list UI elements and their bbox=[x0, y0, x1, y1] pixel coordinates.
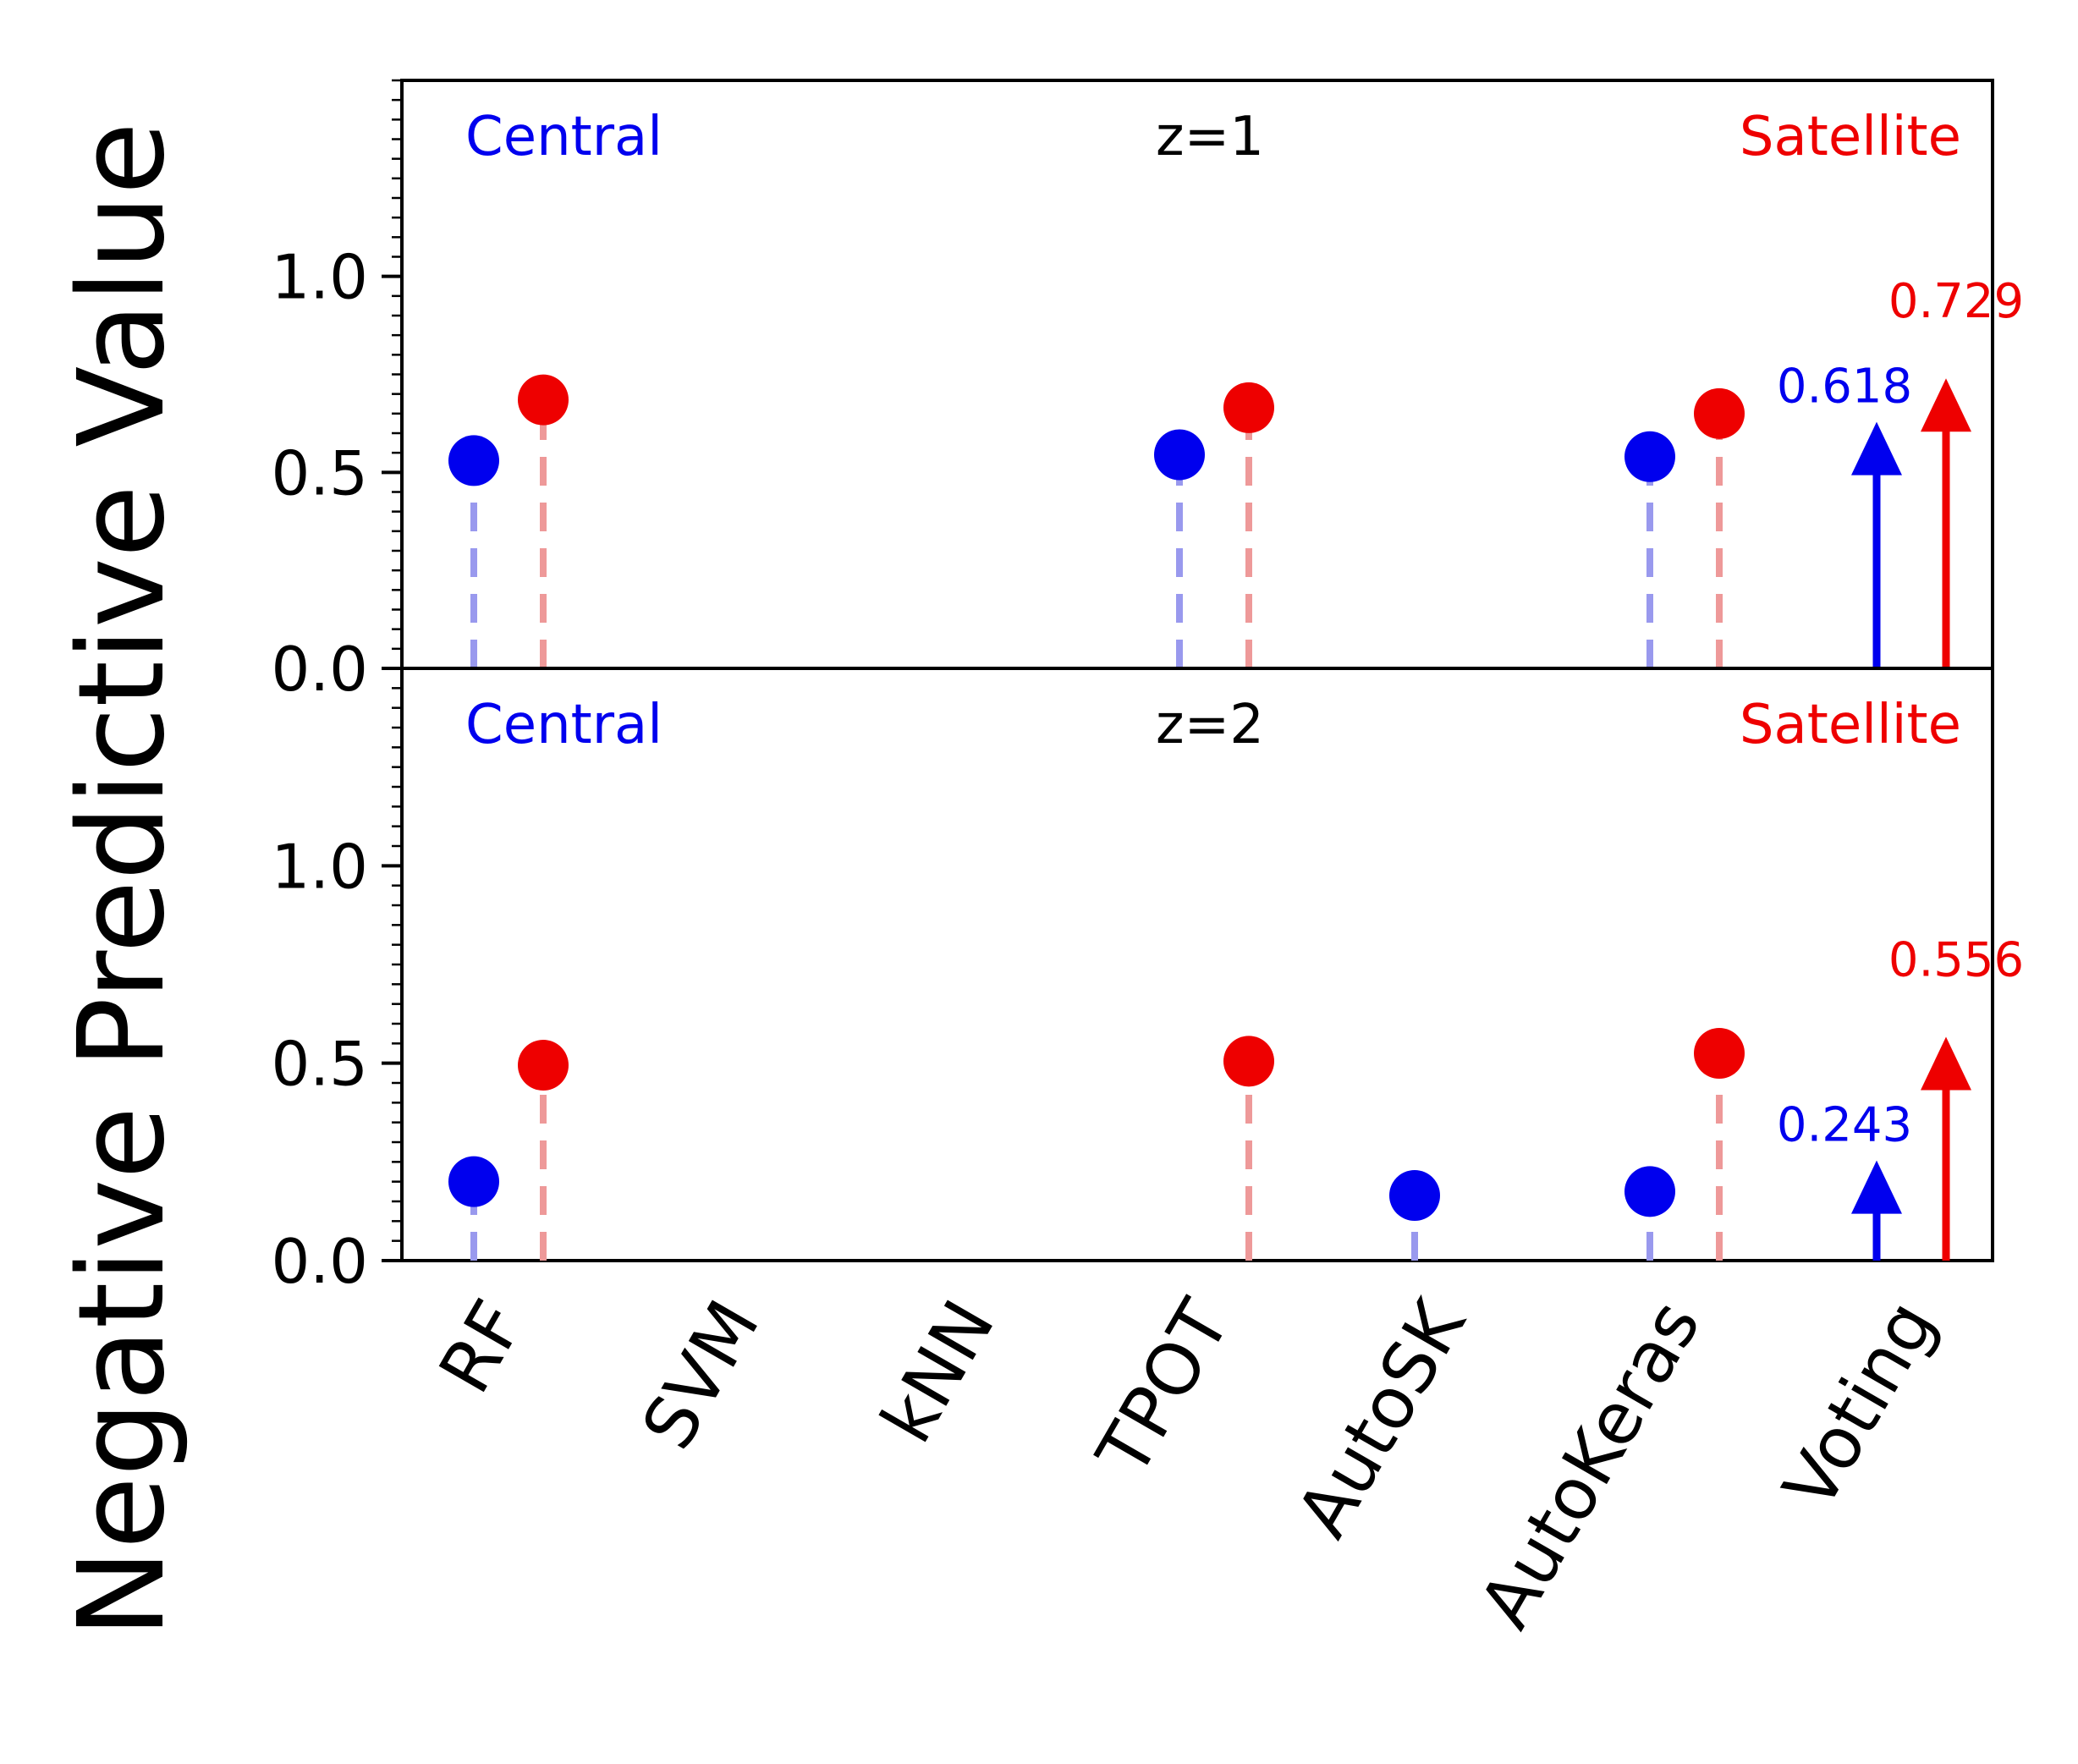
satellite-marker bbox=[1694, 1028, 1745, 1079]
legend-central: Central bbox=[465, 106, 662, 168]
voting-satellite-label: 0.729 bbox=[1888, 274, 2024, 329]
x-tick-label: AutoKeras bbox=[1464, 1287, 1717, 1641]
central-marker bbox=[1624, 431, 1675, 482]
voting-satellite-label: 0.556 bbox=[1888, 933, 2024, 988]
voting-central-arrow-head bbox=[1851, 421, 1902, 475]
voting-satellite-arrow-head bbox=[1921, 378, 1971, 432]
x-tick-label: kNN bbox=[865, 1287, 1010, 1456]
y-tick-label: 0.0 bbox=[271, 634, 368, 705]
x-tick-label: Voting bbox=[1767, 1287, 1951, 1523]
voting-central-label: 0.243 bbox=[1777, 1098, 1912, 1153]
panel-frame bbox=[400, 667, 1994, 1262]
y-axis-label: Negative Predictive Value bbox=[53, 122, 191, 1638]
satellite-marker bbox=[1223, 382, 1274, 433]
panel-1: 0.0 0.5 1.0 Central z=1 Satellite 0.618 0.729 bbox=[271, 79, 2024, 705]
voting-central-arrow-head bbox=[1851, 1160, 1902, 1214]
x-tick-label: TPOT bbox=[1080, 1286, 1245, 1489]
central-marker bbox=[1624, 1166, 1675, 1217]
y-tick-label: 0.0 bbox=[271, 1226, 368, 1297]
panel-label: z=1 bbox=[1156, 106, 1264, 168]
panel-label: z=2 bbox=[1156, 694, 1264, 756]
panel-frame bbox=[400, 79, 1994, 670]
legend-satellite: Satellite bbox=[1740, 694, 1961, 756]
satellite-marker bbox=[1694, 387, 1745, 439]
y-tick-label: 0.5 bbox=[271, 1029, 368, 1100]
central-marker bbox=[1389, 1170, 1440, 1221]
central-marker bbox=[448, 1156, 499, 1207]
legend-satellite: Satellite bbox=[1740, 106, 1961, 168]
panel-2: 0.0 0.5 1.0 Central z=2 Satellite 0.243 0.556 bbox=[271, 667, 2024, 1297]
voting-satellite-arrow-head bbox=[1921, 1036, 1971, 1091]
x-tick-label: SVM bbox=[626, 1287, 776, 1463]
voting-central-label: 0.618 bbox=[1777, 360, 1912, 415]
legend-central: Central bbox=[465, 694, 662, 756]
satellite-marker bbox=[518, 1040, 569, 1091]
central-marker bbox=[1154, 429, 1205, 481]
satellite-marker bbox=[1223, 1036, 1274, 1087]
y-tick-label: 0.5 bbox=[271, 437, 368, 508]
y-tick-label: 1.0 bbox=[271, 242, 368, 313]
y-tick-label: 1.0 bbox=[271, 831, 368, 902]
satellite-marker bbox=[518, 374, 569, 426]
central-marker bbox=[448, 435, 499, 486]
x-tick-label: AutoSK bbox=[1281, 1285, 1482, 1550]
x-tick-label: RF bbox=[423, 1287, 540, 1406]
